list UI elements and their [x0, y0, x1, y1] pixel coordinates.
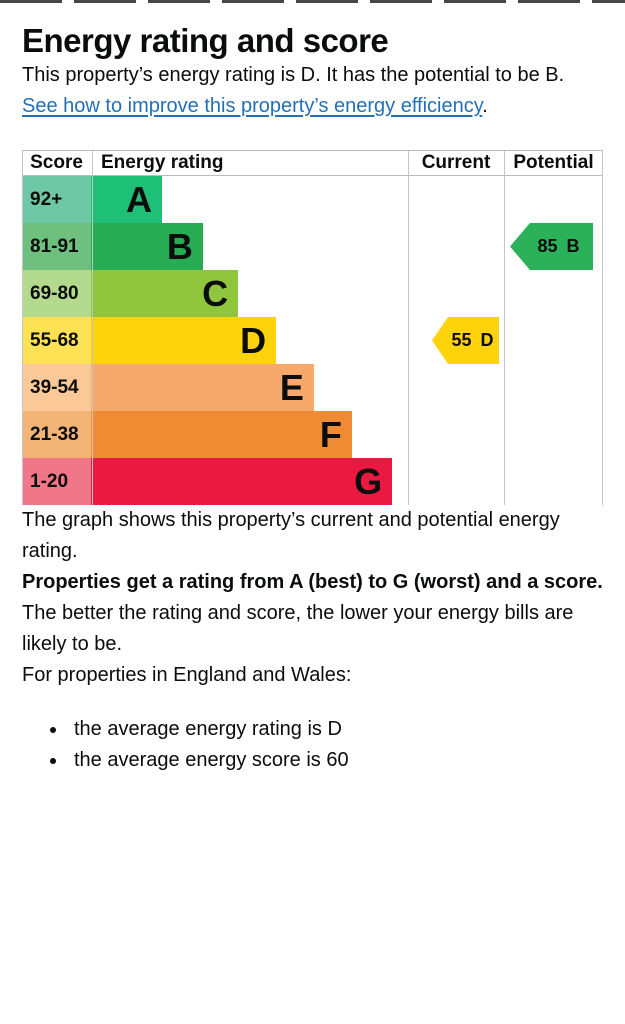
- regions-paragraph: For properties in England and Wales:: [22, 664, 352, 686]
- band-row-c: 69-80 C: [22, 270, 603, 317]
- score-range-b: 81-91: [22, 223, 91, 270]
- band-row-b: 81-91 B: [22, 223, 603, 270]
- column-header-current: Current: [421, 152, 491, 173]
- page-title: Energy rating and score: [22, 22, 389, 59]
- potential-score-value: 85: [537, 236, 558, 256]
- energy-rating-chart: Score Energy rating Current Potential 92…: [22, 150, 603, 505]
- band-row-g: 1-20 G: [22, 458, 603, 505]
- score-range-a: 92+: [22, 176, 91, 223]
- band-letter-g: G: [354, 460, 383, 502]
- band-bar-f: F: [91, 411, 352, 458]
- grid-line-score: [92, 151, 93, 505]
- score-range-c: 69-80: [22, 270, 91, 317]
- column-header-energy-rating: Energy rating: [101, 152, 224, 173]
- averages-list: the average energy rating is D the avera…: [22, 714, 603, 776]
- band-row-d: 55-68 D: [22, 317, 603, 364]
- rating-explain-rest: The better the rating and score, the low…: [22, 602, 574, 655]
- improve-link-row: See how to improve this property’s energ…: [22, 91, 603, 122]
- epc-section: Energy rating and score This property’s …: [0, 22, 625, 776]
- potential-band-letter: B: [566, 236, 580, 256]
- column-header-score: Score: [30, 152, 83, 173]
- band-bar-c: C: [91, 270, 239, 317]
- intro-paragraph: This property’s energy rating is D. It h…: [22, 64, 565, 86]
- list-item: the average energy score is 60: [68, 745, 603, 776]
- score-range-f: 21-38: [22, 411, 91, 458]
- list-item: the average energy rating is D: [68, 714, 603, 745]
- potential-rating-arrow: 85 B: [510, 223, 593, 270]
- improve-efficiency-link[interactable]: See how to improve this property’s energ…: [22, 95, 483, 117]
- band-letter-c: C: [202, 272, 229, 314]
- score-range-d: 55-68: [22, 317, 91, 364]
- chart-header: Score Energy rating Current Potential: [22, 151, 603, 176]
- band-bar-d: D: [91, 317, 277, 364]
- band-bar-e: E: [91, 364, 314, 411]
- current-rating-arrow: 55 D: [432, 317, 499, 364]
- band-bar-g: G: [91, 458, 393, 505]
- chart-body: 92+ A 81-91 B 69-80 C 55-68 D 39-54 E 21-38 F 1-20 G 5…: [22, 176, 603, 505]
- band-letter-f: F: [319, 413, 342, 455]
- column-header-potential: Potential: [513, 152, 594, 173]
- score-range-e: 39-54: [22, 364, 91, 411]
- grid-line-potential: [504, 151, 505, 505]
- score-range-g: 1-20: [22, 458, 91, 505]
- band-letter-a: A: [126, 178, 152, 220]
- band-row-e: 39-54 E: [22, 364, 603, 411]
- band-bar-a: A: [91, 176, 162, 223]
- cropped-top-bar: [0, 0, 625, 3]
- link-period: .: [482, 95, 488, 117]
- band-row-f: 21-38 F: [22, 411, 603, 458]
- grid-line-current: [408, 151, 409, 505]
- current-band-letter: D: [480, 330, 494, 350]
- band-bar-b: B: [91, 223, 203, 270]
- grid-line-left: [22, 151, 23, 505]
- rating-explain-bold: Properties get a rating from A (best) to…: [22, 571, 603, 593]
- rating-explain-paragraph: Properties get a rating from A (best) to…: [22, 567, 603, 660]
- grid-line-right: [602, 151, 603, 505]
- band-letter-d: D: [240, 319, 267, 361]
- graph-note-paragraph: The graph shows this property’s current …: [22, 509, 560, 562]
- band-letter-e: E: [279, 366, 304, 408]
- band-letter-b: B: [166, 225, 193, 267]
- band-row-a: 92+ A: [22, 176, 603, 223]
- current-score-value: 55: [451, 330, 472, 350]
